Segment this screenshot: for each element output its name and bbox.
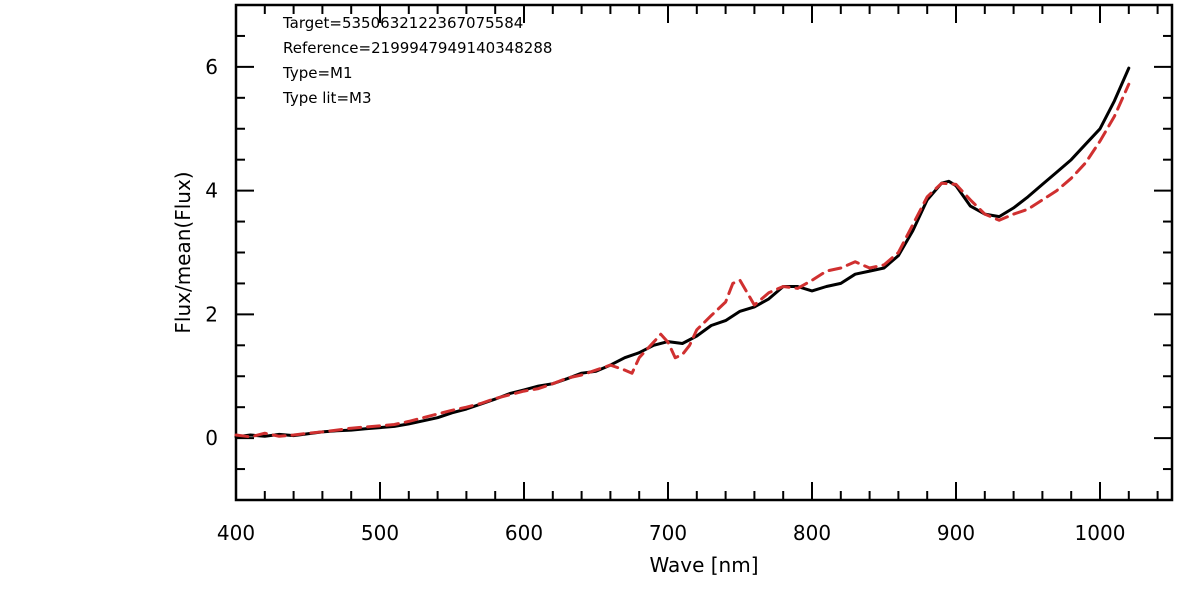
x-tick-label: 800 [793,521,831,545]
x-axis-label: Wave [nm] [649,553,758,577]
x-tick-label: 700 [649,521,687,545]
annotations: Target=5350632122367075584 Reference=2199… [282,14,552,107]
annotation-text: Reference=2199947949140348288 [283,39,552,57]
y-tick-label: 0 [205,426,218,450]
annotation-text: Type lit=M3 [282,89,372,107]
y-tick-label: 6 [205,55,218,79]
y-tick-label: 2 [205,302,218,326]
x-tick-label: 900 [937,521,975,545]
x-tick-label: 600 [505,521,543,545]
y-tick-label: 4 [205,179,218,203]
x-tick-label: 1000 [1075,521,1126,545]
annotation-text: Target=5350632122367075584 [282,14,523,32]
series-line-0 [234,66,1131,439]
series-line-1 [234,82,1131,439]
x-tick-label: 400 [217,521,255,545]
series-lines [234,66,1131,439]
x-tick-label: 500 [361,521,399,545]
axis-ticks: 400 500 600 700 800 900 1000 0 2 4 6 [205,4,1172,545]
annotation-text: Type=M1 [282,64,353,82]
y-axis-label: Flux/mean(Flux) [171,171,195,333]
